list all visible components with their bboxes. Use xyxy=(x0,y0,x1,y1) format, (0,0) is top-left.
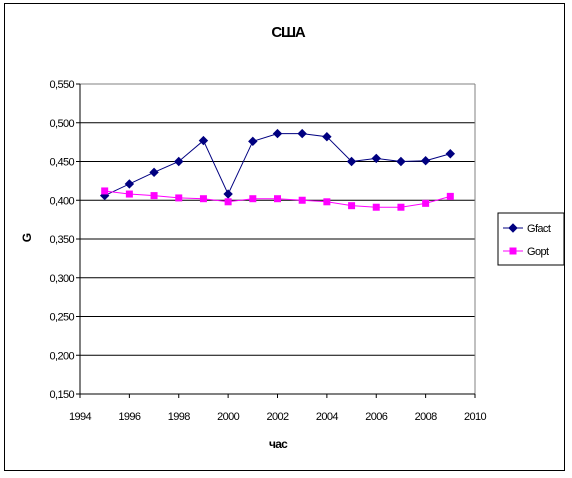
x-tick-label: 2002 xyxy=(266,411,289,423)
legend-label-gfact: Gfact xyxy=(527,223,551,235)
data-point-gfact xyxy=(174,156,184,167)
data-point-gfact xyxy=(198,135,209,146)
chart-frame xyxy=(4,3,565,471)
x-tick-label: 2008 xyxy=(415,411,438,423)
data-point-gopt xyxy=(323,198,331,206)
y-tick-label: 0,250 xyxy=(49,312,74,324)
data-point-gfact xyxy=(371,153,381,164)
data-point-gopt xyxy=(249,195,257,203)
series-line-gfact xyxy=(104,133,451,197)
x-tick-label: 2006 xyxy=(365,411,388,423)
data-point-gfact xyxy=(420,156,431,166)
data-point-gopt xyxy=(175,194,183,202)
y-tick-label: 0,500 xyxy=(49,118,74,130)
x-tick-label: 1996 xyxy=(118,411,141,423)
data-point-gopt xyxy=(372,203,380,211)
legend-box xyxy=(497,212,565,266)
axes xyxy=(76,83,476,398)
data-point-gfact xyxy=(297,128,307,139)
data-point-gfact xyxy=(346,156,357,167)
tick-labels: 0,150 0,200 0,250 0,300 0,350 0,400 0,450 0,500… xyxy=(49,79,487,423)
data-point-gfact xyxy=(322,131,332,142)
gridlines xyxy=(80,83,475,356)
data-point-gopt xyxy=(298,196,306,204)
y-tick-label: 0,450 xyxy=(49,157,74,169)
data-point-gfact xyxy=(248,136,258,147)
y-tick-label: 0,400 xyxy=(49,195,74,207)
y-tick-label: 0,350 xyxy=(49,234,74,246)
data-point-gopt xyxy=(397,203,405,211)
data-point-gfact xyxy=(272,128,283,139)
data-point-gopt xyxy=(274,195,281,203)
data-point-gfact xyxy=(445,149,456,159)
series-layer xyxy=(99,128,456,211)
y-tick-label: 0,150 xyxy=(49,389,74,401)
data-point-gopt xyxy=(446,192,454,200)
x-tick-label: 2010 xyxy=(464,411,487,423)
chart-title: США xyxy=(271,24,306,41)
y-tick-label: 0,550 xyxy=(49,79,74,91)
data-point-gopt xyxy=(422,199,430,207)
data-point-gopt xyxy=(348,202,356,210)
legend-label-gopt: Gopt xyxy=(527,246,549,258)
x-tick-label: 2004 xyxy=(316,411,339,423)
x-tick-label: 1994 xyxy=(69,411,92,423)
data-point-gopt xyxy=(224,198,232,206)
data-point-gfact xyxy=(396,156,406,167)
data-point-gopt xyxy=(125,190,133,198)
y-tick-label: 0,300 xyxy=(49,273,74,285)
x-tick-label: 1998 xyxy=(168,411,191,423)
x-tick-label: 2000 xyxy=(217,411,240,423)
data-point-gopt xyxy=(150,192,158,200)
data-point-gfact xyxy=(223,189,233,199)
legend-marker-gopt xyxy=(509,247,517,255)
x-axis-title: час xyxy=(269,437,288,451)
legend-marker-gfact xyxy=(508,223,518,233)
y-tick-label: 0,200 xyxy=(49,350,74,362)
data-point-gopt xyxy=(199,195,207,203)
data-point-gfact xyxy=(149,167,159,178)
legend: Gfact Gopt xyxy=(497,212,565,266)
y-axis-title: G xyxy=(20,233,34,242)
data-point-gfact xyxy=(124,179,135,189)
data-point-gopt xyxy=(101,187,109,195)
